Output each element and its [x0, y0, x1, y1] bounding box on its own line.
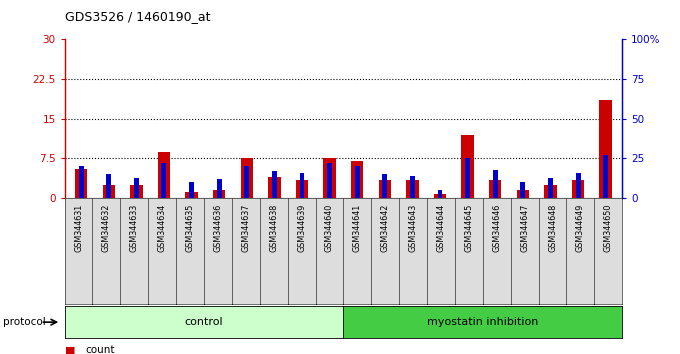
Text: GSM344648: GSM344648	[548, 204, 557, 252]
Text: GSM344633: GSM344633	[130, 204, 139, 252]
Text: GSM344639: GSM344639	[297, 204, 306, 252]
Bar	[489, 180, 501, 198]
Text: GSM344641: GSM344641	[353, 204, 362, 252]
Bar	[462, 135, 474, 198]
Text: GSM344631: GSM344631	[74, 204, 83, 252]
Text: GSM344644: GSM344644	[437, 204, 445, 252]
Bar	[351, 161, 363, 198]
Bar	[437, 190, 443, 198]
Text: count: count	[85, 345, 114, 354]
Bar	[379, 180, 391, 198]
Bar	[299, 173, 305, 198]
Text: GSM344647: GSM344647	[520, 204, 529, 252]
Bar	[103, 185, 115, 198]
Bar	[75, 169, 87, 198]
Text: myostatin inhibition: myostatin inhibition	[427, 317, 539, 327]
Bar	[517, 190, 529, 198]
Text: control: control	[185, 317, 223, 327]
Text: ■: ■	[65, 345, 75, 354]
Text: GDS3526 / 1460190_at: GDS3526 / 1460190_at	[65, 10, 210, 23]
Text: GSM344634: GSM344634	[158, 204, 167, 252]
Bar	[327, 163, 332, 198]
Bar	[296, 180, 308, 198]
Text: GSM344640: GSM344640	[325, 204, 334, 252]
Bar	[217, 179, 222, 198]
Bar	[382, 175, 388, 198]
Bar	[434, 194, 446, 198]
Text: GSM344635: GSM344635	[186, 204, 194, 252]
Bar	[355, 166, 360, 198]
Bar	[324, 159, 336, 198]
Bar	[572, 180, 584, 198]
Bar	[130, 185, 143, 198]
Text: GSM344649: GSM344649	[576, 204, 585, 252]
Bar	[548, 178, 553, 198]
Bar	[410, 176, 415, 198]
Bar	[465, 159, 470, 198]
Bar	[213, 190, 225, 198]
Bar	[406, 180, 419, 198]
Text: GSM344637: GSM344637	[241, 204, 250, 252]
Bar	[189, 182, 194, 198]
Bar	[600, 100, 612, 198]
Bar	[493, 170, 498, 198]
Bar	[186, 192, 198, 198]
Text: GSM344638: GSM344638	[269, 204, 278, 252]
Text: GSM344650: GSM344650	[604, 204, 613, 252]
Text: GSM344643: GSM344643	[409, 204, 418, 252]
Text: GSM344632: GSM344632	[102, 204, 111, 252]
Bar	[106, 175, 112, 198]
Bar	[158, 152, 170, 198]
Bar	[134, 178, 139, 198]
Text: GSM344636: GSM344636	[214, 204, 222, 252]
Bar	[268, 177, 281, 198]
Bar	[272, 171, 277, 198]
Text: GSM344645: GSM344645	[464, 204, 473, 252]
Bar	[161, 163, 167, 198]
Text: protocol: protocol	[3, 317, 46, 327]
Text: GSM344642: GSM344642	[381, 204, 390, 252]
Bar	[603, 155, 608, 198]
Bar	[575, 173, 581, 198]
Text: GSM344646: GSM344646	[492, 204, 501, 252]
Bar	[241, 159, 253, 198]
Bar	[520, 182, 526, 198]
Bar	[544, 185, 557, 198]
Bar	[79, 166, 84, 198]
Bar	[244, 166, 250, 198]
